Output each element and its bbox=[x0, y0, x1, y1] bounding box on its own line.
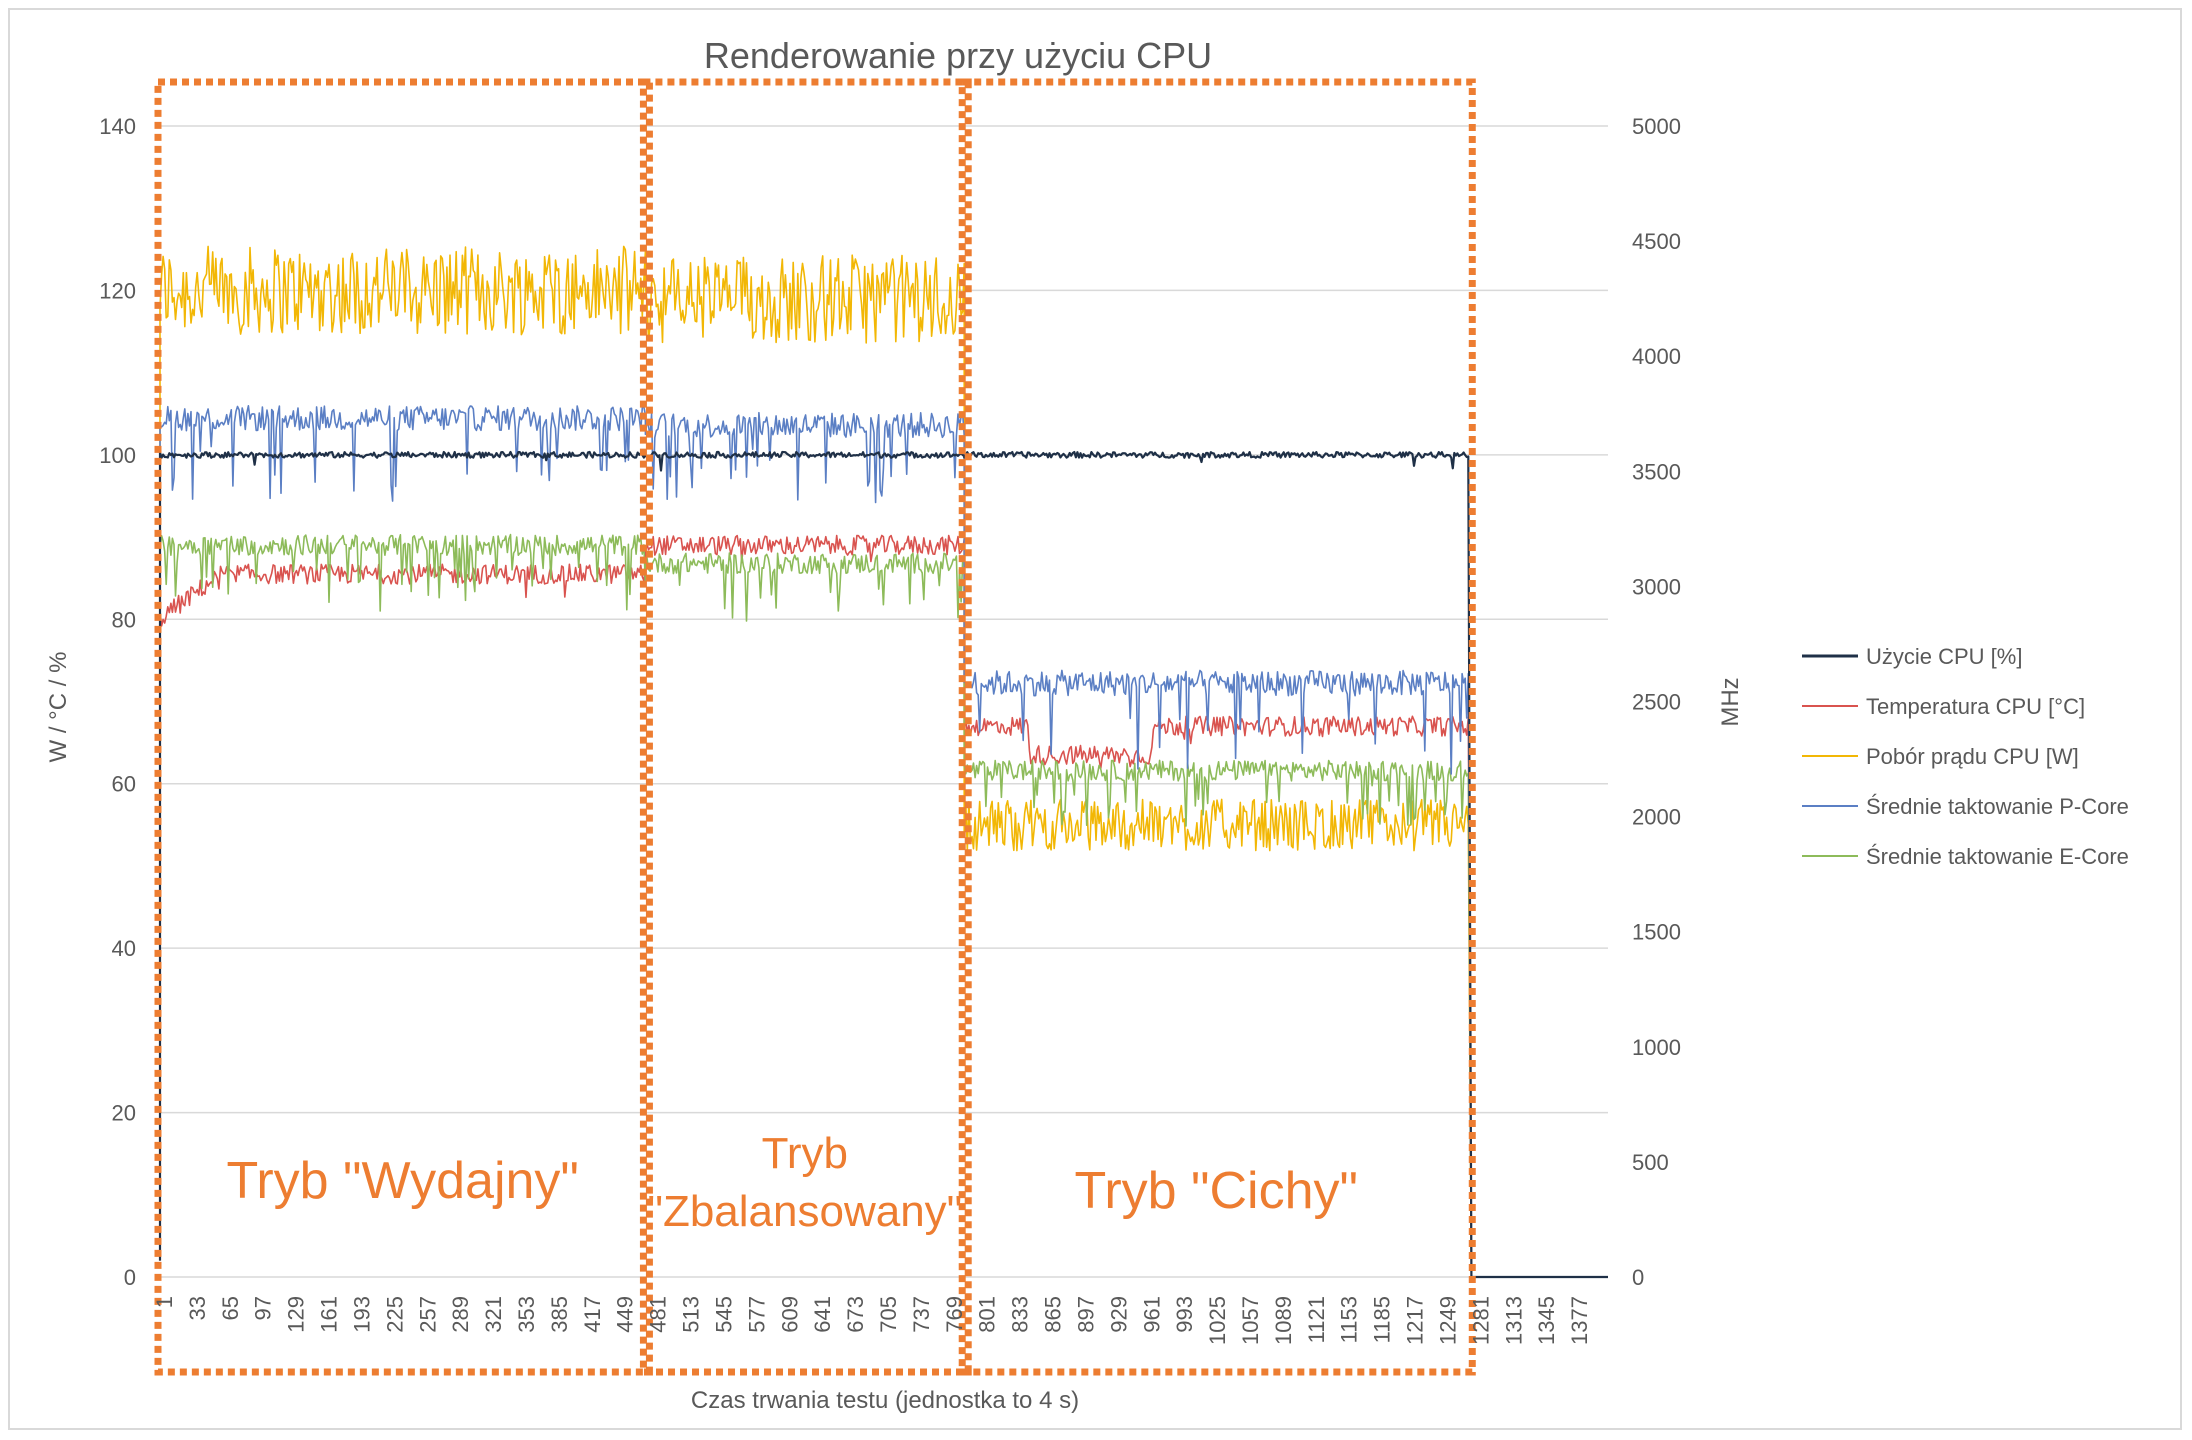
y2-tick-label: 2000 bbox=[1632, 805, 1681, 830]
x-tick-label: 577 bbox=[744, 1296, 769, 1333]
x-tick-label: 1 bbox=[152, 1296, 177, 1308]
y-tick-label: 20 bbox=[112, 1101, 136, 1126]
x-tick-label: 257 bbox=[415, 1296, 440, 1333]
y2-tick-label: 1500 bbox=[1632, 920, 1681, 945]
y-tick-labels: 0 20 40 60 80 100 120 140 bbox=[99, 114, 136, 1290]
legend-label: Użycie CPU [%] bbox=[1866, 644, 2022, 669]
y2-tick-label: 4000 bbox=[1632, 344, 1681, 369]
y-tick-label: 80 bbox=[112, 607, 136, 632]
mode-regions bbox=[154, 78, 1476, 1376]
x-tick-label: 1185 bbox=[1370, 1296, 1395, 1343]
mode-region-box bbox=[958, 78, 1476, 1376]
mode-annotations: Tryb "Wydajny" Tryb "Zbalansowany" Tryb "Ci… bbox=[227, 1129, 1358, 1236]
x-tick-label: 769 bbox=[942, 1296, 967, 1333]
x-tick-label: 961 bbox=[1139, 1296, 1164, 1333]
x-tick-label: 289 bbox=[448, 1296, 473, 1333]
x-tick-label: 673 bbox=[843, 1296, 868, 1333]
series-line bbox=[159, 533, 1608, 1278]
x-tick-label: 417 bbox=[580, 1296, 605, 1333]
y2-tick-label: 5000 bbox=[1632, 114, 1681, 139]
x-tick-label: 609 bbox=[777, 1296, 802, 1333]
series-layer bbox=[158, 245, 1608, 1279]
x-tick-label: 1313 bbox=[1501, 1296, 1526, 1345]
y-tick-label: 40 bbox=[112, 936, 136, 961]
x-tick-label: 129 bbox=[284, 1296, 309, 1333]
x-tick-label: 1057 bbox=[1238, 1296, 1263, 1345]
y2-tick-label: 2500 bbox=[1632, 690, 1681, 715]
x-tick-label: 641 bbox=[810, 1296, 835, 1333]
x-tick-label: 449 bbox=[613, 1296, 638, 1333]
y-tick-label: 60 bbox=[112, 772, 136, 797]
legend-label: Temperatura CPU [°C] bbox=[1866, 694, 2085, 719]
mode-region-box bbox=[639, 78, 972, 1376]
mode-region-box bbox=[154, 78, 653, 1376]
series-line bbox=[158, 450, 1608, 1279]
x-tick-label: 1025 bbox=[1205, 1296, 1230, 1345]
x-tick-label: 225 bbox=[382, 1296, 407, 1333]
x-tick-label: 545 bbox=[711, 1296, 736, 1333]
legend: Użycie CPU [%] Temperatura CPU [°C] Pobór … bbox=[1802, 644, 2129, 869]
x-tick-label: 929 bbox=[1106, 1296, 1131, 1333]
x-tick-label: 1345 bbox=[1534, 1296, 1559, 1345]
x-tick-label: 161 bbox=[317, 1296, 342, 1333]
x-tick-label: 865 bbox=[1041, 1296, 1066, 1333]
x-tick-label: 1153 bbox=[1337, 1296, 1362, 1343]
legend-label: Pobór prądu CPU [W] bbox=[1866, 744, 2079, 769]
x-tick-label: 513 bbox=[679, 1296, 704, 1333]
x-tick-label: 353 bbox=[514, 1296, 539, 1333]
x-tick-label: 897 bbox=[1073, 1296, 1098, 1333]
x-tick-label: 833 bbox=[1008, 1296, 1033, 1333]
y2-tick-label: 0 bbox=[1632, 1265, 1644, 1290]
x-tick-label: 1377 bbox=[1567, 1296, 1592, 1345]
series-line bbox=[159, 245, 1608, 1278]
y2-tick-label: 3000 bbox=[1632, 574, 1681, 599]
chart-title: Renderowanie przy użyciu CPU bbox=[704, 35, 1212, 76]
y2-tick-label: 500 bbox=[1632, 1150, 1669, 1175]
series-line bbox=[159, 534, 1608, 1278]
y2-axis-title: MHz bbox=[1717, 677, 1744, 726]
x-axis-title: Czas trwania testu (jednostka to 4 s) bbox=[691, 1387, 1079, 1414]
series-line bbox=[159, 405, 1608, 1278]
x-tick-label: 321 bbox=[481, 1296, 506, 1333]
x-tick-label: 737 bbox=[909, 1296, 934, 1333]
mode-annotation-label: "Zbalansowany" bbox=[647, 1187, 962, 1236]
y-tick-label: 120 bbox=[99, 278, 136, 303]
mode-annotation-label: Tryb bbox=[762, 1129, 848, 1178]
y2-tick-label: 4500 bbox=[1632, 229, 1681, 254]
x-tick-label: 801 bbox=[975, 1296, 1000, 1333]
x-tick-label: 705 bbox=[876, 1296, 901, 1333]
x-tick-label: 1217 bbox=[1403, 1296, 1428, 1345]
y2-tick-label: 1000 bbox=[1632, 1035, 1681, 1060]
chart-frame bbox=[8, 8, 2182, 1430]
x-tick-label: 481 bbox=[646, 1296, 671, 1333]
x-tick-label: 1089 bbox=[1271, 1296, 1296, 1345]
mode-annotation-label: Tryb "Wydajny" bbox=[227, 1152, 579, 1210]
y-tick-label: 140 bbox=[99, 114, 136, 139]
y-axis-title: W / °C / % bbox=[45, 652, 72, 763]
x-tick-label: 97 bbox=[251, 1296, 276, 1320]
legend-label: Średnie taktowanie E-Core bbox=[1866, 844, 2129, 869]
x-tick-labels: 1 33 65 97 129 161 193 225 257 289 321 353 385 417 449… bbox=[152, 1296, 1592, 1345]
y2-tick-labels: 0 500 1000 1500 2000 2500 3000 3500 4000 4500 5000 bbox=[1632, 114, 1681, 1290]
mode-annotation-label: Tryb "Cichy" bbox=[1075, 1162, 1358, 1220]
y-tick-label: 0 bbox=[124, 1265, 136, 1290]
x-tick-label: 993 bbox=[1172, 1296, 1197, 1333]
x-tick-label: 193 bbox=[349, 1296, 374, 1333]
x-tick-label: 1121 bbox=[1304, 1296, 1329, 1343]
x-tick-label: 65 bbox=[218, 1296, 243, 1320]
x-tick-label: 1249 bbox=[1435, 1296, 1460, 1345]
x-tick-label: 33 bbox=[185, 1296, 210, 1320]
x-tick-label: 1281 bbox=[1468, 1296, 1493, 1345]
y2-tick-label: 3500 bbox=[1632, 459, 1681, 484]
y-tick-label: 100 bbox=[99, 443, 136, 468]
legend-label: Średnie taktowanie P-Core bbox=[1866, 794, 2129, 819]
x-tick-label: 385 bbox=[547, 1296, 572, 1333]
